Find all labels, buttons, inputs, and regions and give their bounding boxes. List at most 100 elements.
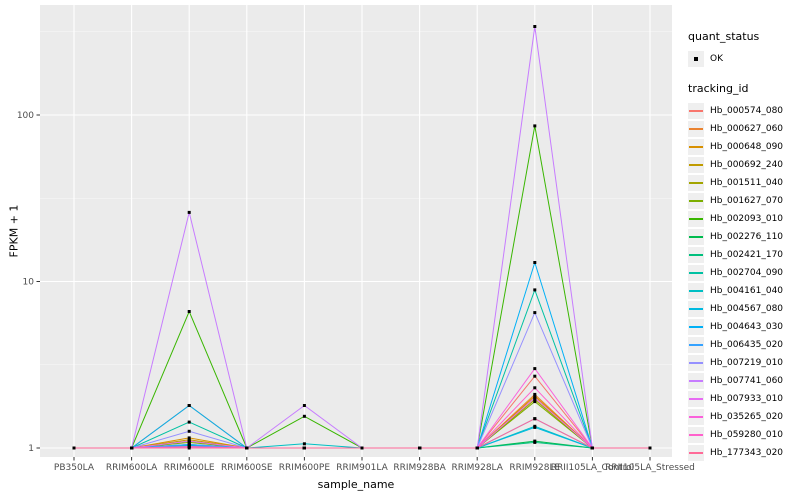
svg-text:RRIM600LA: RRIM600LA <box>106 463 158 473</box>
svg-text:RRIM600SE: RRIM600SE <box>221 463 273 473</box>
legend-key-line-icon <box>688 355 704 371</box>
legend-item-Hb_059280_010: Hb_059280_010 <box>688 426 798 444</box>
legend-item-Hb_035265_020: Hb_035265_020 <box>688 408 798 426</box>
legend-item-label: Hb_004161_040 <box>710 286 784 296</box>
y-axis-title: FPKM + 1 <box>7 204 21 258</box>
legend-item-label: Hb_000574_080 <box>710 106 784 116</box>
series-color-swatch <box>689 398 703 400</box>
legend-item-Hb_004643_030: Hb_004643_030 <box>688 318 798 336</box>
y-tick-labels: 1 10 100 <box>17 111 34 454</box>
series-color-swatch <box>689 308 703 310</box>
legend-item-Hb_007741_060: Hb_007741_060 <box>688 372 798 390</box>
legend-key-line-icon <box>688 211 704 227</box>
legend-item-label: Hb_007219_010 <box>710 358 784 368</box>
legend-item-ok: OK <box>688 50 798 68</box>
legend-key-line-icon <box>688 157 704 173</box>
series-color-swatch <box>689 200 703 202</box>
series-color-swatch <box>689 416 703 418</box>
series-color-swatch <box>689 452 703 454</box>
legend-spacer <box>688 68 798 82</box>
legend-item-Hb_002704_090: Hb_002704_090 <box>688 264 798 282</box>
series-color-swatch <box>689 236 703 238</box>
series-color-swatch <box>689 182 703 184</box>
series-color-swatch <box>689 110 703 112</box>
legend-key-line-icon <box>688 283 704 299</box>
legend: quant_status OK tracking_id Hb_000574_08… <box>688 30 798 462</box>
legend-item-Hb_001511_040: Hb_001511_040 <box>688 174 798 192</box>
legend-key-line-icon <box>688 193 704 209</box>
legend-key-line-icon <box>688 103 704 119</box>
series-color-swatch <box>689 434 703 436</box>
legend-item-label: Hb_001627_070 <box>710 196 784 206</box>
legend-item-label: Hb_002704_090 <box>710 268 784 278</box>
svg-text:RRIM600PE: RRIM600PE <box>279 463 331 473</box>
legend-key-line-icon <box>688 175 704 191</box>
svg-text:RRIM901LA: RRIM901LA <box>336 463 388 473</box>
legend-item-label: Hb_004567_080 <box>710 304 784 314</box>
legend-item-Hb_000648_090: Hb_000648_090 <box>688 138 798 156</box>
legend-item-label: Hb_177343_020 <box>710 448 784 458</box>
legend-key-line-icon <box>688 409 704 425</box>
legend-item-label: Hb_007933_010 <box>710 394 784 404</box>
legend-item-Hb_002093_010: Hb_002093_010 <box>688 210 798 228</box>
svg-text:RRII105LA_Control: RRII105LA_Control <box>551 463 634 473</box>
series-color-swatch <box>689 344 703 346</box>
series-color-swatch <box>689 290 703 292</box>
legend-key-line-icon <box>688 301 704 317</box>
legend-item-Hb_002276_110: Hb_002276_110 <box>688 228 798 246</box>
legend-key-line-icon <box>688 445 704 461</box>
legend-item-Hb_001627_070: Hb_001627_070 <box>688 192 798 210</box>
legend-item-Hb_000692_240: Hb_000692_240 <box>688 156 798 174</box>
series-color-swatch <box>689 272 703 274</box>
legend-item-label: OK <box>710 54 723 64</box>
legend-item-label: Hb_002093_010 <box>710 214 784 224</box>
legend-key-line-icon <box>688 247 704 263</box>
legend-key-line-icon <box>688 337 704 353</box>
legend-item-Hb_004567_080: Hb_004567_080 <box>688 300 798 318</box>
legend-tracking-items: Hb_000574_080 Hb_000627_060 Hb_000648_090 H… <box>688 102 798 462</box>
legend-key-line-icon <box>688 265 704 281</box>
legend-item-label: Hb_000692_240 <box>710 160 784 170</box>
series-color-swatch <box>689 254 703 256</box>
svg-text:RRIM928LA: RRIM928LA <box>451 463 503 473</box>
series-color-swatch <box>689 380 703 382</box>
legend-item-Hb_000627_060: Hb_000627_060 <box>688 120 798 138</box>
svg-text:RRIM600LE: RRIM600LE <box>164 463 215 473</box>
legend-item-label: Hb_007741_060 <box>710 376 784 386</box>
point-marker-icon <box>694 57 698 61</box>
data-points <box>72 25 652 450</box>
legend-key-line-icon <box>688 139 704 155</box>
legend-item-label: Hb_006435_020 <box>710 340 784 350</box>
series-color-swatch <box>689 164 703 166</box>
legend-key-line-icon <box>688 229 704 245</box>
legend-item-label: Hb_004643_030 <box>710 322 784 332</box>
x-axis-title: sample_name <box>317 478 395 491</box>
svg-text:100: 100 <box>17 111 34 121</box>
svg-text:RRIM928BA: RRIM928BA <box>393 463 446 473</box>
series-color-swatch <box>689 146 703 148</box>
major-gridlines <box>40 5 672 457</box>
legend-key-line-icon <box>688 427 704 443</box>
legend-item-Hb_177343_020: Hb_177343_020 <box>688 444 798 462</box>
legend-item-label: Hb_002421_170 <box>710 250 784 260</box>
legend-key-line-icon <box>688 319 704 335</box>
svg-text:RRII105LA_Stressed: RRII105LA_Stressed <box>605 463 695 473</box>
svg-text:1: 1 <box>28 444 34 454</box>
legend-title-tracking-id: tracking_id <box>688 82 749 95</box>
legend-title-quant-status: quant_status <box>688 30 760 43</box>
legend-item-Hb_000574_080: Hb_000574_080 <box>688 102 798 120</box>
series-color-swatch <box>689 218 703 220</box>
legend-item-label: Hb_059280_010 <box>710 430 784 440</box>
legend-key-line-icon <box>688 391 704 407</box>
series-color-swatch <box>689 326 703 328</box>
legend-key-line-icon <box>688 121 704 137</box>
x-tick-labels: PB350LA RRIM600LA RRIM600LE RRIM600SE RRIM60… <box>54 463 695 473</box>
legend-item-Hb_006435_020: Hb_006435_020 <box>688 336 798 354</box>
legend-item-Hb_002421_170: Hb_002421_170 <box>688 246 798 264</box>
axis-ticks <box>36 114 651 461</box>
legend-key-line-icon <box>688 373 704 389</box>
legend-item-Hb_007933_010: Hb_007933_010 <box>688 390 798 408</box>
legend-item-label: Hb_001511_040 <box>710 178 784 188</box>
